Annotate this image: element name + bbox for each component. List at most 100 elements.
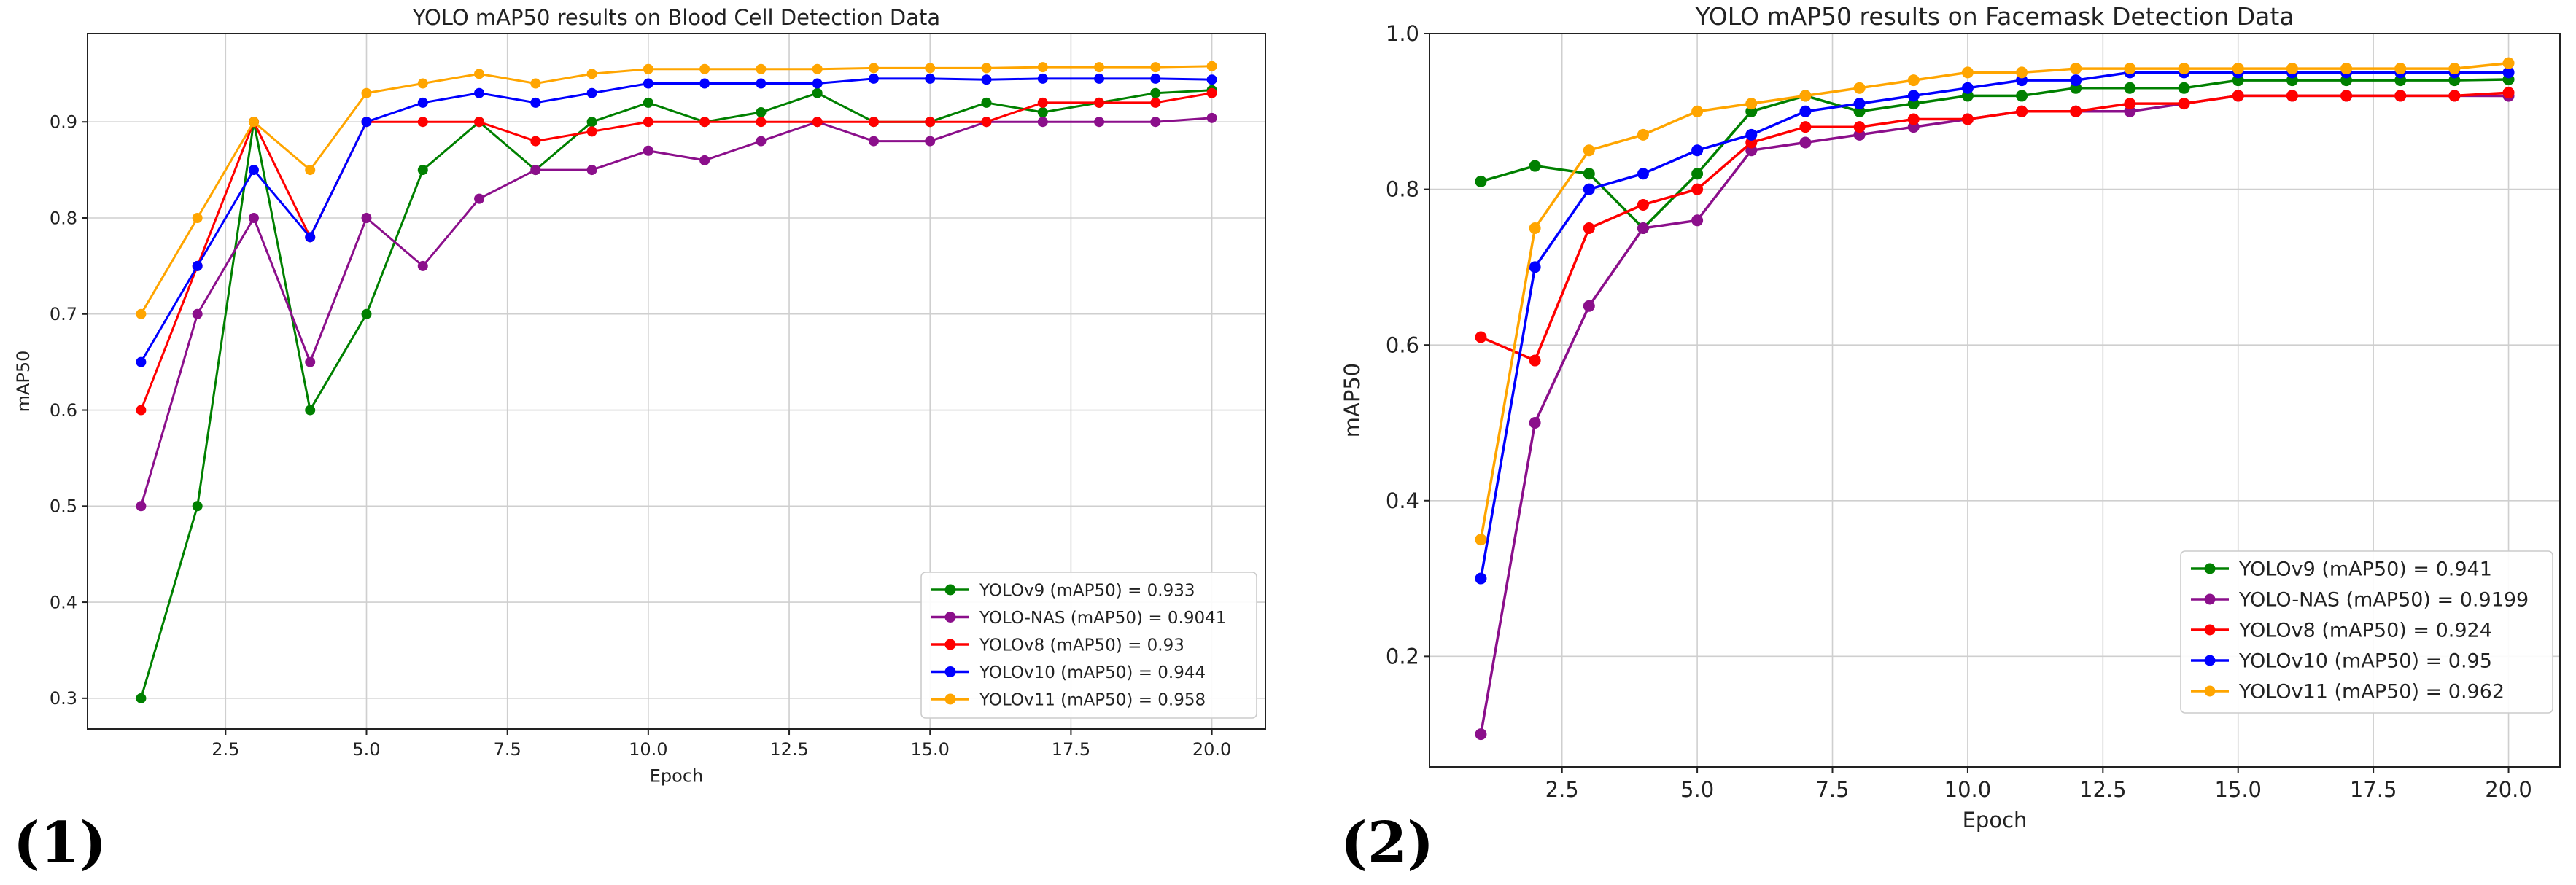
series-0-point-3 bbox=[305, 405, 316, 416]
series-0-point-15 bbox=[981, 97, 992, 108]
series-3-point-2 bbox=[248, 165, 259, 176]
series-1-point-4 bbox=[1691, 214, 1704, 227]
x-tick-label-3: 10.0 bbox=[629, 739, 667, 760]
series-4-point-2 bbox=[1583, 144, 1595, 157]
series-2-point-17 bbox=[2394, 90, 2407, 102]
series-3-point-4 bbox=[1691, 144, 1704, 157]
series-1-point-19 bbox=[1206, 112, 1217, 123]
series-2-point-12 bbox=[812, 117, 823, 128]
series-line-0 bbox=[1481, 78, 2509, 230]
chart-title: YOLO mAP50 results on Blood Cell Detecti… bbox=[412, 5, 940, 30]
y-tick-label-5: 0.8 bbox=[50, 208, 77, 228]
series-4-point-13 bbox=[868, 63, 879, 74]
legend-marker-1 bbox=[944, 612, 956, 623]
series-line-0 bbox=[139, 89, 1212, 699]
series-4-point-14 bbox=[2232, 63, 2244, 75]
series-2-point-2 bbox=[1583, 222, 1595, 234]
series-2-point-6 bbox=[474, 117, 485, 128]
series-1-point-3 bbox=[1637, 222, 1649, 234]
series-2-point-14 bbox=[2232, 90, 2244, 102]
series-4-point-10 bbox=[699, 63, 710, 74]
y-tick-label-3: 0.8 bbox=[1386, 177, 1419, 202]
series-0-point-8 bbox=[586, 117, 597, 128]
series-2-point-4 bbox=[1691, 183, 1704, 195]
series-2-point-10 bbox=[2016, 105, 2028, 117]
x-tick-label-5: 15.0 bbox=[911, 739, 950, 760]
y-tick-label-0: 0.2 bbox=[1386, 644, 1419, 669]
series-0-point-12 bbox=[812, 87, 823, 98]
series-4-point-16 bbox=[2340, 63, 2353, 75]
series-0-point-11 bbox=[756, 107, 767, 118]
y-tick-label-6: 0.9 bbox=[50, 112, 77, 133]
series-3-point-1 bbox=[192, 260, 203, 271]
series-1-point-1 bbox=[1529, 416, 1541, 429]
y-tick-label-0: 0.3 bbox=[50, 688, 77, 709]
series-1-point-11 bbox=[756, 136, 767, 147]
legend-box bbox=[920, 572, 1257, 719]
series-3-point-9 bbox=[643, 78, 653, 89]
series-4-point-17 bbox=[1094, 62, 1105, 73]
series-1-point-6 bbox=[1799, 136, 1812, 149]
series-2-point-5 bbox=[417, 117, 428, 128]
series-1-point-13 bbox=[868, 136, 879, 147]
series-2-point-14 bbox=[925, 117, 936, 128]
chart-facemask: 2.5 5.0 7.5 10.0 12.5 15.0 17.5 20.0 0.2 0.4 0.6 0.… bbox=[1340, 2, 2561, 833]
legend-marker-2 bbox=[944, 639, 956, 650]
series-0-point-12 bbox=[2124, 82, 2136, 94]
series-3-point-16 bbox=[1037, 73, 1048, 84]
legend-marker-0 bbox=[2204, 563, 2216, 574]
series-2-point-9 bbox=[1961, 113, 1974, 125]
series-3-point-15 bbox=[981, 74, 992, 85]
series-2-point-13 bbox=[868, 117, 879, 128]
series-2-point-9 bbox=[643, 117, 653, 128]
series-3-point-0 bbox=[136, 356, 147, 367]
chart-title: YOLO mAP50 results on Facemask Detection… bbox=[1694, 2, 2294, 31]
x-tick-label-7: 20.0 bbox=[1192, 739, 1231, 760]
axes-frame bbox=[1429, 33, 2561, 768]
x-tick-label-3: 10.0 bbox=[1944, 777, 1992, 802]
series-4-point-9 bbox=[643, 63, 653, 74]
series-3-point-5 bbox=[417, 97, 428, 108]
series-line-4 bbox=[140, 65, 1212, 315]
series-4-point-9 bbox=[1961, 66, 1974, 79]
series-line-4 bbox=[1479, 61, 2509, 540]
legend-label-3: YOLOv10 (mAP50) = 0.944 bbox=[979, 663, 1206, 682]
legend-marker-4 bbox=[944, 693, 956, 705]
series-1-point-5 bbox=[417, 260, 428, 271]
series-0-point-4 bbox=[1691, 168, 1704, 180]
series-4-point-18 bbox=[2448, 63, 2461, 75]
series-4-point-7 bbox=[530, 78, 541, 89]
series-2-point-7 bbox=[1853, 121, 1866, 133]
series-1-point-6 bbox=[474, 193, 485, 204]
series-3-point-17 bbox=[1094, 73, 1105, 84]
series-3-point-11 bbox=[756, 78, 767, 89]
series-3-point-7 bbox=[1853, 98, 1866, 110]
series-4-point-13 bbox=[2178, 63, 2190, 75]
series-1-point-3 bbox=[305, 356, 316, 367]
x-tick-label-6: 17.5 bbox=[1052, 739, 1090, 760]
y-tick-label-4: 0.7 bbox=[50, 304, 77, 324]
series-2-point-0 bbox=[1475, 331, 1487, 343]
x-tick-label-4: 12.5 bbox=[2079, 777, 2127, 802]
series-line-3 bbox=[1479, 71, 2509, 579]
series-4-point-0 bbox=[1475, 534, 1487, 546]
series-4-point-11 bbox=[2070, 63, 2082, 75]
series-3-point-3 bbox=[305, 232, 316, 243]
series-4-point-6 bbox=[1799, 90, 1812, 102]
legend-label-0: YOLOv9 (mAP50) = 0.933 bbox=[979, 581, 1195, 600]
series-4-point-10 bbox=[2016, 66, 2028, 79]
x-tick-label-0: 2.5 bbox=[1545, 777, 1579, 802]
x-tick-label-2: 7.5 bbox=[1815, 777, 1849, 802]
series-4-point-14 bbox=[925, 63, 936, 74]
series-1-point-0 bbox=[136, 501, 147, 512]
legend-label-0: YOLOv9 (mAP50) = 0.941 bbox=[2238, 558, 2492, 581]
series-0-point-1 bbox=[1529, 160, 1541, 172]
x-tick-label-5: 15.0 bbox=[2214, 777, 2262, 802]
legend-box bbox=[2180, 550, 2553, 714]
legend-marker-4 bbox=[2204, 685, 2216, 697]
legend-marker-1 bbox=[2204, 593, 2216, 605]
legend: YOLOv9 (mAP50) = 0.941 YOLO-NAS (mAP50) =… bbox=[2180, 550, 2553, 714]
series-3-point-6 bbox=[474, 87, 485, 98]
series-0-point-5 bbox=[417, 165, 428, 176]
